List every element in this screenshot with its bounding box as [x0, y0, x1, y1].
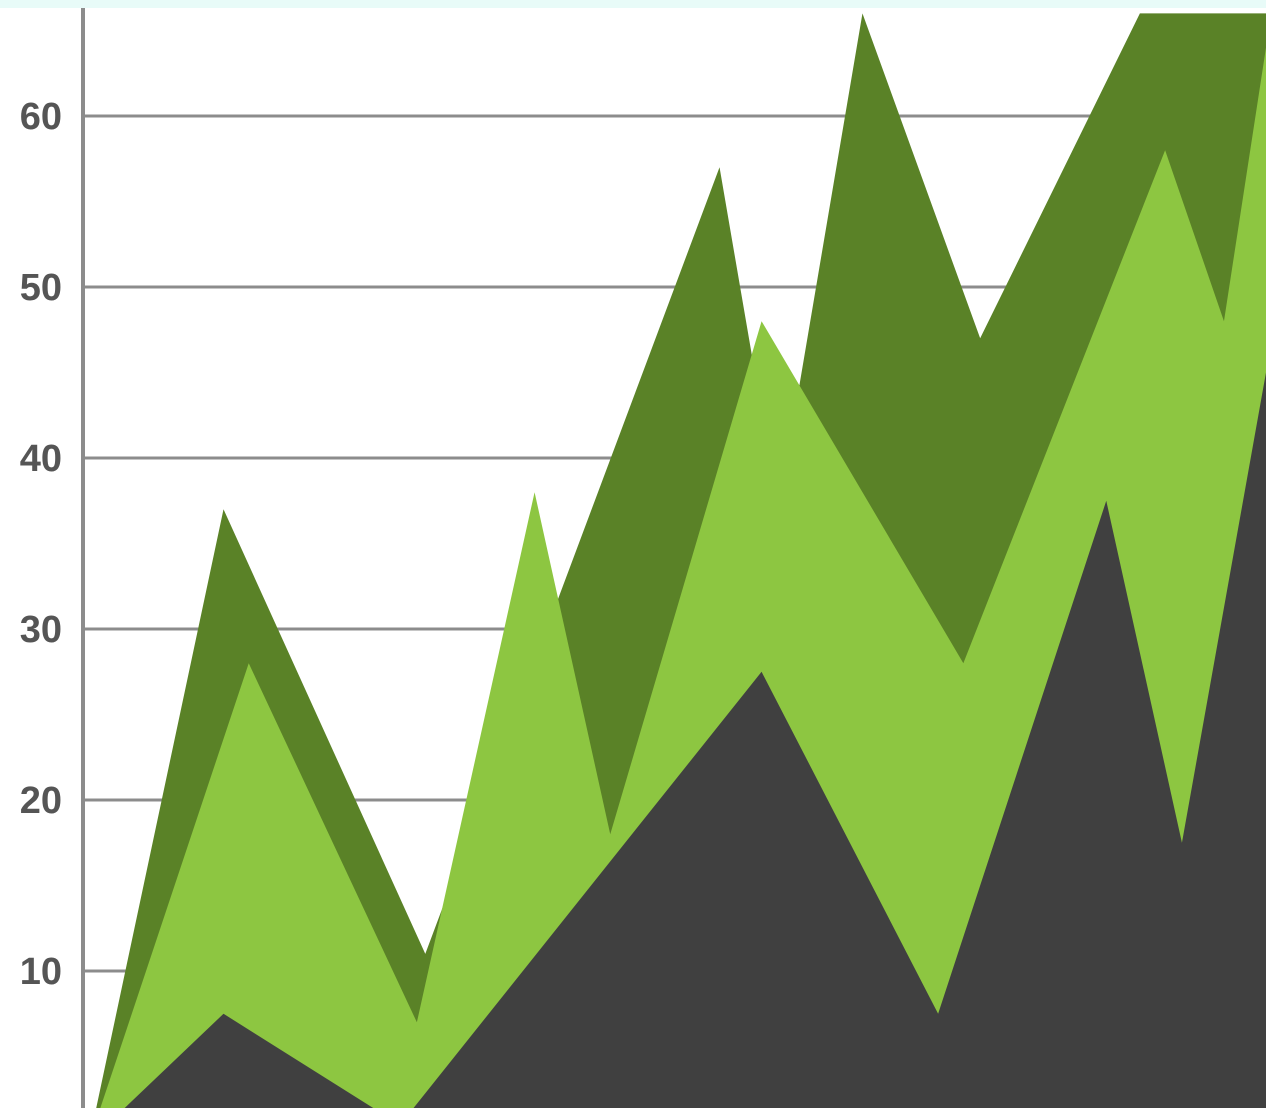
y-tick-label-60: 60 [20, 96, 62, 138]
y-tick-label-10: 10 [20, 951, 62, 993]
y-tick-label-30: 30 [20, 609, 62, 651]
y-tick-label-40: 40 [20, 438, 62, 480]
area-series-2 [89, 47, 1266, 1108]
area-series-3 [89, 372, 1266, 1108]
y-tick-label-50: 50 [20, 267, 62, 309]
top-band [0, 0, 1266, 8]
y-tick-label-20: 20 [20, 780, 62, 822]
